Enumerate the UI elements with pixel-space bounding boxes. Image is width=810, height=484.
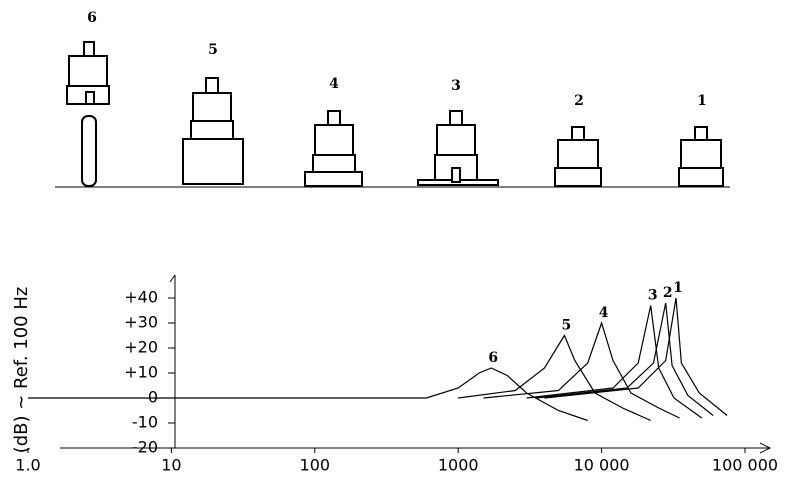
mount-label: 5 (208, 42, 218, 58)
x-tick-label: 100 (300, 456, 331, 475)
mount-label: 1 (697, 93, 707, 109)
x-tick-label: 10 000 (574, 456, 630, 475)
mount-label: 2 (574, 93, 584, 109)
mount-label: 4 (329, 76, 339, 92)
y-axis-label: (dB) ~ Ref. 100 Hz (11, 287, 32, 454)
x-tick-label: 1000 (438, 456, 479, 475)
mount-label: 3 (451, 78, 461, 94)
sensor-magnet (183, 78, 243, 184)
x-tick-label: 10 (161, 456, 181, 475)
sensor-plate (305, 111, 362, 186)
mount-label: 6 (87, 10, 97, 26)
y-tick-label: -10 (132, 413, 158, 432)
sensor-adhesive (555, 127, 601, 186)
mounts-illustration: 6 5 4 3 2 1 (55, 10, 730, 187)
x-tick-label: 1.0 (15, 456, 40, 475)
plot: 1.0 10 100 1000 10 000 100 000 +40 +30 +20 +10 0 -1… (15, 280, 778, 475)
response-curve (545, 298, 728, 416)
y-tick-label: +20 (124, 338, 158, 357)
response-curve (28, 368, 588, 421)
x-tick-label: 100 000 (712, 456, 778, 475)
y-tick-label: +40 (124, 288, 158, 307)
sensor-stud (418, 111, 498, 185)
curve-label: 1 (673, 280, 683, 296)
y-axis-arrow (170, 275, 175, 282)
y-tick-label: +30 (124, 313, 158, 332)
curve-label: 4 (599, 305, 609, 321)
curve-label: 6 (488, 350, 498, 366)
curve-label: 3 (648, 288, 658, 304)
curve-label: 5 (561, 318, 571, 334)
sensor-direct (679, 127, 723, 186)
figure: 6 5 4 3 2 1 (dB) ~ Ref. 100 Hz 1.0101001… (0, 0, 810, 484)
y-tick-label: +10 (124, 363, 158, 382)
sensor-probe (67, 42, 109, 186)
curve-label: 2 (663, 285, 673, 301)
y-tick-label: 0 (148, 388, 158, 407)
y-tick-label: -20 (132, 438, 158, 457)
